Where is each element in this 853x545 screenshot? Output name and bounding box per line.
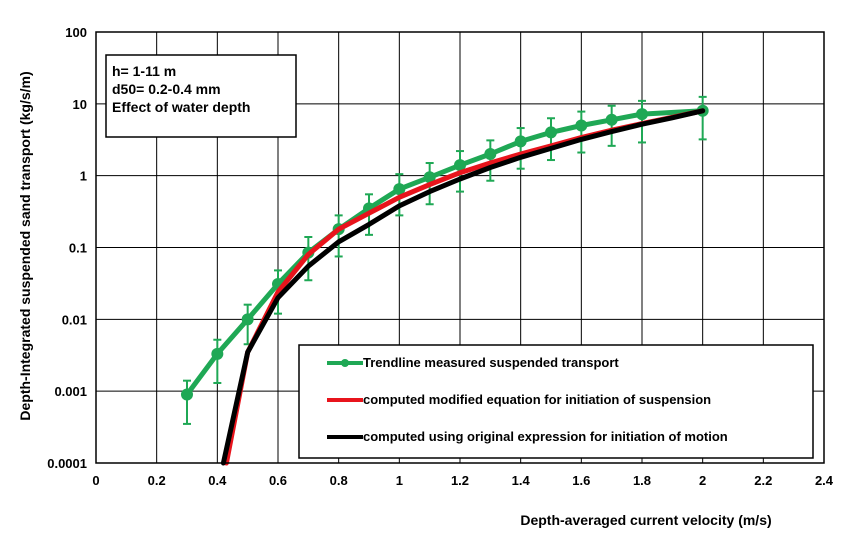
plot-frame xyxy=(95,31,825,464)
data-point xyxy=(181,388,193,401)
data-point xyxy=(211,347,224,360)
legend-label-modified: computed modified equation for initiatio… xyxy=(363,392,711,407)
legend-label-measured: Trendline measured suspended transport xyxy=(363,355,619,370)
series-group xyxy=(181,95,709,466)
x-tick-labels: 0 0.2 0.4 0.6 0.8 1 1.2 1.4 1.6 1.8 2 2.2 2.4 xyxy=(92,473,833,488)
legend-box xyxy=(298,344,814,459)
y-tick-labels: 0.0001 0.001 0.01 0.1 1 10 100 xyxy=(47,25,87,471)
y-tick-label: 0.0001 xyxy=(47,456,87,471)
legend-marker-measured xyxy=(341,359,349,367)
legend: Trendline measured suspended transport c… xyxy=(298,344,814,459)
y-tick-label: 0.01 xyxy=(62,312,87,327)
y-tick-label: 1 xyxy=(80,169,87,184)
x-tick-label: 1 xyxy=(396,473,403,488)
y-tick-label: 0.1 xyxy=(69,241,87,256)
x-tick-label: 2.4 xyxy=(815,473,834,488)
data-point xyxy=(575,119,588,132)
data-point xyxy=(423,171,436,184)
data-point xyxy=(636,108,648,121)
data-point xyxy=(241,313,254,326)
series-2 xyxy=(220,108,706,466)
x-tick-label: 0.6 xyxy=(269,473,287,488)
legend-item-original: computed using original expression for i… xyxy=(327,429,728,444)
annotation-line-3: Effect of water depth xyxy=(112,99,250,115)
series-line xyxy=(220,108,706,466)
y-tick-label: 100 xyxy=(65,25,87,40)
x-tick-label: 0.8 xyxy=(330,473,348,488)
x-tick-label: 2 xyxy=(699,473,706,488)
legend-label-original: computed using original expression for i… xyxy=(363,429,728,444)
y-tick-label: 0.001 xyxy=(54,384,87,399)
y-axis-title: Depth-Integrated suspended sand transpor… xyxy=(17,71,33,420)
data-point xyxy=(484,148,497,161)
annotation-line-1: h= 1-11 m xyxy=(112,63,176,79)
x-tick-label: 0.4 xyxy=(208,473,227,488)
data-point xyxy=(514,135,527,148)
data-point xyxy=(454,159,466,172)
x-tick-label: 0.2 xyxy=(148,473,166,488)
data-point xyxy=(545,126,557,139)
data-point xyxy=(393,183,406,196)
legend-item-modified: computed modified equation for initiatio… xyxy=(327,392,711,407)
x-tick-label: 1.6 xyxy=(572,473,590,488)
data-point xyxy=(605,113,618,126)
x-tick-label: 1.4 xyxy=(512,473,531,488)
annotation-box: h= 1-11 m d50= 0.2-0.4 mm Effect of wate… xyxy=(105,54,297,138)
annotation-line-2: d50= 0.2-0.4 mm xyxy=(112,81,221,97)
x-tick-label: 0 xyxy=(92,473,99,488)
x-tick-label: 1.8 xyxy=(633,473,651,488)
x-axis-title: Depth-averaged current velocity (m/s) xyxy=(520,512,771,528)
legend-item-measured: Trendline measured suspended transport xyxy=(327,355,619,370)
y-tick-label: 10 xyxy=(73,97,87,112)
x-tick-label: 1.2 xyxy=(451,473,469,488)
x-tick-label: 2.2 xyxy=(754,473,772,488)
